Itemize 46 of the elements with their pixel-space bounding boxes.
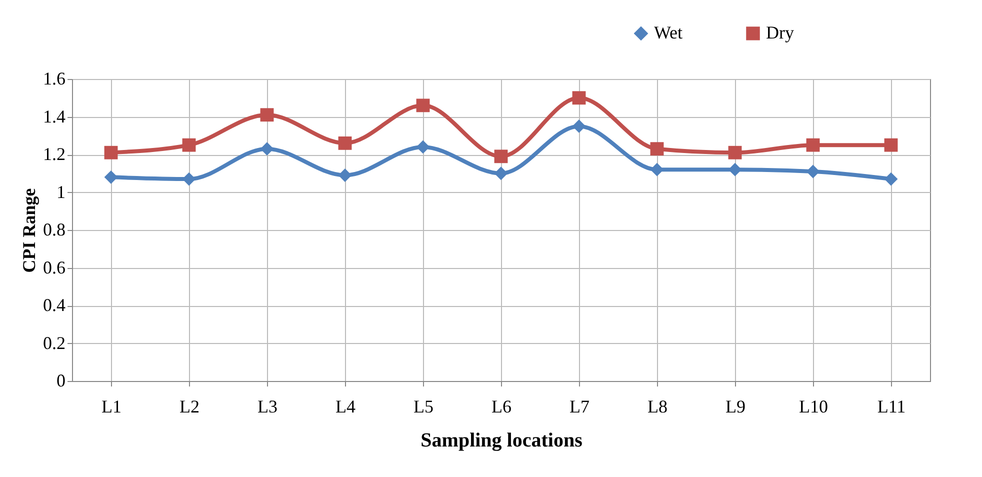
point — [884, 138, 898, 152]
point — [806, 164, 820, 178]
x-tick-label: L1 — [102, 396, 122, 416]
point — [338, 136, 352, 150]
y-tick-label: 0.6 — [43, 257, 66, 278]
x-tick-label: L6 — [492, 396, 512, 416]
x-tick-label: L5 — [414, 396, 434, 416]
point — [806, 138, 820, 152]
y-tick-label: 0 — [56, 370, 66, 390]
legend-label: Dry — [766, 22, 794, 42]
y-tick-label: 1.4 — [43, 106, 66, 126]
point — [338, 168, 352, 182]
legend-label: Wet — [654, 22, 683, 42]
point — [104, 146, 118, 160]
point — [884, 172, 898, 186]
y-tick-label: 0.8 — [43, 220, 66, 240]
point — [728, 146, 742, 160]
point — [572, 119, 586, 133]
point — [416, 98, 430, 112]
point — [494, 166, 508, 180]
x-tick-label: L7 — [570, 396, 590, 416]
x-tick-label: L9 — [726, 396, 746, 416]
y-axis-title: CPI Range — [19, 188, 39, 273]
y-tick-label: 1 — [56, 182, 66, 202]
y-tick-label: 1.6 — [43, 68, 66, 88]
point — [104, 170, 118, 184]
point — [416, 140, 430, 154]
x-tick-label: L3 — [258, 396, 278, 416]
x-tick-label: L10 — [799, 396, 828, 416]
point — [650, 162, 664, 176]
point — [182, 172, 196, 186]
x-tick-label: L4 — [336, 396, 356, 416]
y-tick-label: 0.4 — [43, 295, 66, 315]
point — [650, 142, 664, 156]
point — [494, 150, 508, 164]
point — [728, 162, 742, 176]
y-tick-label: 0.2 — [43, 332, 66, 353]
point — [572, 91, 586, 105]
x-tick-label: L11 — [877, 396, 906, 416]
x-tick-label: L2 — [180, 396, 200, 416]
point — [260, 108, 274, 122]
x-axis-title: Sampling locations — [420, 430, 583, 452]
y-tick-label: 1.2 — [43, 144, 66, 164]
point — [260, 142, 274, 156]
x-tick-label: L8 — [648, 396, 668, 416]
point — [182, 138, 196, 152]
